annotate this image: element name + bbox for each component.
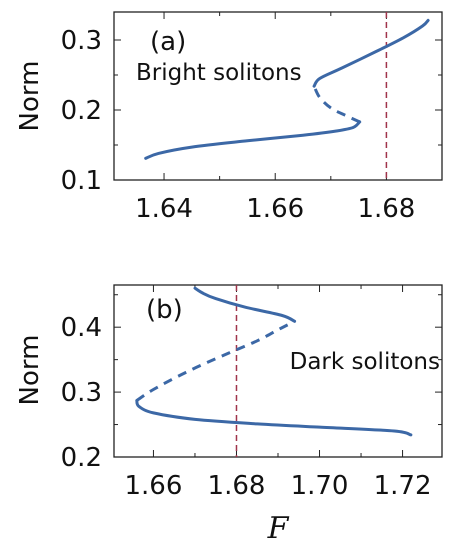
x-tick-label-b: 1.72 (374, 471, 432, 501)
x-tick-label-b: 1.68 (208, 471, 266, 501)
x-axis-label: F (267, 511, 290, 545)
series-a-3-solid (312, 18, 430, 88)
panel-label-a: (a) (150, 27, 186, 57)
y-tick-label-a: 0.3 (61, 26, 102, 56)
x-tick-label-a: 1.64 (135, 194, 193, 224)
panel-a-bright-solitons: 1.64 1.66 1.68 0.1 0.2 0.3 Norm (a) Bright solit… (15, 11, 443, 224)
y-axis-label-a: Norm (15, 61, 45, 132)
plot-frame-a (113, 11, 443, 181)
series-b-2-dashed (135, 319, 296, 402)
series-a-1-solid (144, 120, 362, 160)
y-tick-label-b: 0.3 (61, 378, 102, 408)
y-tick-label-b: 0.2 (61, 443, 102, 473)
y-tick-label-a: 0.2 (61, 96, 102, 126)
y-axis-label-b: Norm (15, 335, 45, 406)
panel-label-b: (b) (146, 295, 183, 325)
series-a-2-dashed (312, 85, 361, 124)
x-tick-label-b: 1.66 (124, 471, 182, 501)
panel-b-dark-solitons: 1.66 1.68 1.70 1.72 0.2 0.3 0.4 Norm (b) Dark sol… (15, 284, 443, 501)
x-tick-label-b: 1.70 (291, 471, 349, 501)
y-tick-label-a: 0.1 (61, 166, 102, 196)
x-tick-label-a: 1.68 (357, 194, 415, 224)
y-tick-label-b: 0.4 (61, 313, 102, 343)
annotation-b: Dark solitons (290, 349, 440, 375)
series-b-1-solid (135, 399, 413, 437)
series-b-3-solid (193, 286, 297, 323)
x-tick-label-a: 1.66 (246, 194, 304, 224)
annotation-a: Bright solitons (136, 60, 302, 86)
